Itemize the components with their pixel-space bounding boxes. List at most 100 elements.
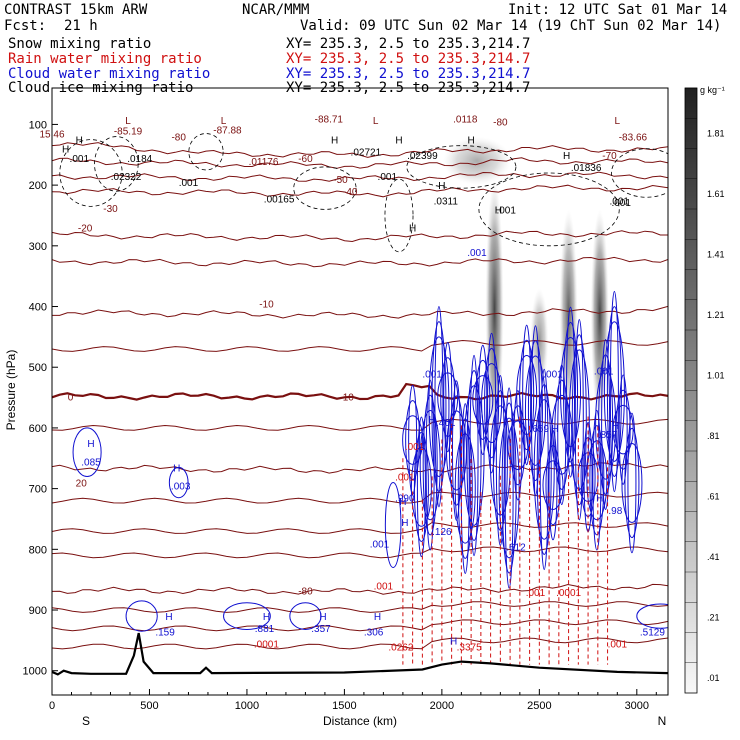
- high-marker: H: [409, 224, 416, 235]
- rain-water-contour-label: .001: [526, 588, 546, 599]
- x-tick-label: 3000: [625, 700, 649, 712]
- snow-ice-contour-label: .02322: [111, 172, 142, 183]
- high-marker: H: [401, 518, 408, 529]
- cloud-water-contour: [589, 425, 605, 536]
- x-tick-label: 0: [49, 700, 55, 712]
- cloud-water-contour-label: .881: [255, 624, 275, 635]
- snow-ice-contour-label: .00165: [264, 194, 295, 205]
- snow-shade-band: [590, 209, 609, 422]
- field-xy-rain: XY= 235.3, 2.5 to 235.3,214.7: [286, 51, 531, 67]
- high-marker: H: [467, 136, 474, 147]
- y-tick-label: 300: [29, 241, 47, 253]
- cloud-water-contour: [545, 445, 561, 526]
- temperature-contour: [52, 583, 668, 595]
- cloud-water-contour: [125, 600, 158, 632]
- cloud-water-contour: [384, 482, 402, 569]
- cloud-water-contour: [504, 387, 514, 589]
- cloud-water-contour: [510, 405, 526, 486]
- cloud-water-contour: [481, 363, 503, 444]
- colorbar-tick-label: .61: [707, 491, 720, 501]
- cloud-water-contour: [609, 290, 619, 493]
- cloud-ice-contour: [478, 172, 620, 247]
- y-tick-label: 200: [29, 180, 47, 192]
- cloud-water-contour: [475, 359, 491, 440]
- cloud-water-contour: [402, 415, 424, 465]
- y-tick-label: 400: [29, 302, 47, 314]
- cloud-water-contour-label: .357: [311, 624, 331, 635]
- high-marker: H: [165, 612, 172, 623]
- high-marker: H: [399, 497, 406, 508]
- cloud-water-contour-label: .612: [506, 542, 526, 553]
- colorbar-tick-label: .41: [707, 552, 720, 562]
- snow-ice-contour-label: .001: [611, 198, 631, 209]
- rain-water-contour-label: .001: [405, 442, 425, 453]
- low-marker: L: [373, 116, 379, 127]
- cloud-water-contour-label: .001: [422, 369, 442, 380]
- cloud-water-contour-layer: [72, 290, 668, 632]
- field-name-cloud-water: Cloud water mixing ratio: [8, 66, 211, 82]
- low-marker: L: [221, 116, 227, 127]
- cloud-water-contour: [527, 340, 543, 481]
- cloud-water-contour: [636, 603, 668, 629]
- plot-frame: [51, 87, 669, 696]
- cloud-water-contour: [519, 339, 535, 451]
- cloud-ice-contour: [293, 166, 357, 210]
- temperature-contour: [52, 601, 668, 613]
- temperature-contour: [52, 305, 668, 319]
- temperature-contour-label: -87.88: [213, 125, 242, 136]
- cloud-water-contour: [513, 390, 523, 501]
- temperature-contour-label: -10: [259, 299, 274, 310]
- cloud-water-contour: [524, 355, 546, 466]
- init-time: Init: 12 UTC Sat 01 Mar 14: [508, 2, 728, 18]
- cloud-water-contour-label: .401: [436, 418, 456, 429]
- cloud-water-contour: [463, 385, 485, 526]
- cloud-water-contour: [487, 332, 497, 474]
- high-marker: H: [495, 205, 502, 216]
- cloud-water-contour-label: .001: [467, 248, 487, 259]
- cloud-water-contour-label: .126: [432, 527, 452, 538]
- cloud-water-contour: [428, 336, 450, 477]
- cloud-water-contour-label: .001: [543, 369, 563, 380]
- temperature-contour: [52, 546, 668, 559]
- temperature-contour-label: -80: [493, 117, 508, 128]
- snow-shade-band: [442, 136, 511, 185]
- temperature-contour-label: .0118: [453, 114, 478, 125]
- colorbar-tick-label: 1.81: [707, 128, 725, 138]
- temperature-contour-layer: [52, 142, 668, 650]
- temperature-contour-label: -30: [103, 204, 118, 215]
- y-tick-label: 800: [29, 544, 47, 556]
- cloud-water-contour: [592, 409, 602, 551]
- temperature-contour: [52, 637, 668, 650]
- colorbar-tick-label: .01: [707, 673, 720, 683]
- org-label: NCAR/MMM: [242, 2, 310, 18]
- snow-ice-contour-label: .02399: [407, 151, 438, 162]
- cloud-water-contour-label: .085: [81, 457, 101, 468]
- cloud-water-contour: [571, 334, 587, 506]
- cloud-water-contour: [501, 402, 517, 574]
- colorbar-tick-label: 1.61: [707, 189, 725, 199]
- temperature-contour: [52, 256, 668, 268]
- cloud-water-contour: [551, 394, 573, 475]
- temperature-contour-label: -40: [343, 187, 358, 198]
- snow-ice-contour-label: .01836: [571, 163, 602, 174]
- cloud-water-contour-label: .990: [395, 494, 415, 505]
- cloud-water-contour: [445, 410, 467, 491]
- cloud-water-contour: [289, 602, 322, 630]
- cloud-water-contour: [416, 416, 426, 558]
- rain-water-contour-label: .0001: [254, 639, 279, 650]
- cloud-water-contour: [443, 342, 453, 453]
- y-axis-title: Pressure (hPa): [4, 350, 18, 431]
- low-marker: L: [125, 116, 131, 127]
- cloud-ice-contour: [59, 139, 123, 207]
- cloud-water-contour: [603, 321, 625, 462]
- cloud-water-contour-label: .5129: [640, 627, 665, 638]
- high-marker: H: [612, 421, 619, 432]
- cloud-water-contour-label: .003: [171, 482, 191, 493]
- temperature-contour-label: 10: [343, 392, 355, 403]
- temperature-contour-label: -80: [171, 133, 186, 144]
- contour-label-layer: 15.46 -85.19 -87.88.01176-80 -83.66-70-60-5…: [39, 114, 665, 653]
- snow-ice-contour-label: .001: [378, 172, 398, 183]
- cloud-ice-contour: [94, 136, 139, 192]
- rain-water-contour-label: .001: [608, 639, 628, 650]
